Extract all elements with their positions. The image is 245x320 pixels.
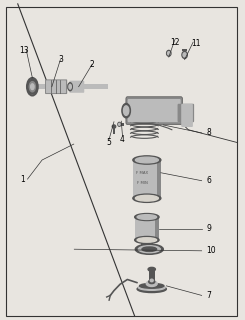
Text: 12: 12 (170, 38, 180, 47)
Text: 1: 1 (20, 175, 25, 184)
FancyBboxPatch shape (128, 99, 181, 122)
Ellipse shape (112, 125, 116, 128)
Bar (135, 217, 159, 240)
Ellipse shape (135, 196, 158, 201)
Bar (149, 269, 155, 280)
Text: F MIN: F MIN (136, 181, 147, 185)
Text: F MAX: F MAX (136, 171, 148, 175)
Bar (141, 240, 153, 248)
Ellipse shape (135, 157, 158, 163)
Ellipse shape (167, 50, 171, 56)
Ellipse shape (133, 194, 161, 202)
Bar (182, 49, 187, 51)
Ellipse shape (31, 84, 34, 90)
Text: 11: 11 (191, 39, 200, 48)
Ellipse shape (137, 285, 166, 292)
Bar (157, 160, 161, 198)
Ellipse shape (148, 268, 155, 271)
Ellipse shape (29, 82, 36, 92)
Ellipse shape (146, 281, 157, 286)
FancyBboxPatch shape (45, 79, 67, 94)
FancyBboxPatch shape (46, 80, 66, 93)
Bar (30, 84, 108, 89)
Ellipse shape (122, 103, 130, 118)
Text: 9: 9 (207, 224, 211, 233)
Bar (113, 126, 115, 133)
Ellipse shape (135, 213, 159, 220)
Text: 10: 10 (207, 246, 216, 255)
Bar (133, 160, 161, 198)
Ellipse shape (118, 123, 121, 126)
Bar (118, 123, 124, 125)
FancyBboxPatch shape (181, 104, 193, 127)
Ellipse shape (119, 123, 120, 125)
Text: 5: 5 (107, 138, 111, 147)
Ellipse shape (68, 83, 72, 91)
Ellipse shape (182, 51, 187, 58)
Ellipse shape (135, 236, 159, 244)
Text: 2: 2 (90, 60, 94, 69)
Ellipse shape (28, 79, 37, 94)
Text: 3: 3 (58, 55, 63, 64)
FancyBboxPatch shape (126, 97, 183, 124)
Text: 6: 6 (207, 176, 211, 185)
Ellipse shape (137, 215, 157, 220)
Ellipse shape (123, 106, 129, 116)
Ellipse shape (138, 284, 165, 290)
Ellipse shape (135, 244, 163, 254)
Ellipse shape (168, 52, 170, 55)
Ellipse shape (149, 280, 155, 284)
Ellipse shape (142, 247, 157, 252)
FancyBboxPatch shape (178, 104, 194, 122)
Ellipse shape (150, 279, 153, 282)
Ellipse shape (138, 246, 160, 253)
Ellipse shape (133, 156, 161, 164)
Bar (155, 217, 159, 240)
Ellipse shape (69, 84, 71, 89)
Text: 13: 13 (19, 45, 29, 55)
Ellipse shape (140, 284, 164, 288)
Text: 8: 8 (207, 128, 211, 137)
Text: 4: 4 (120, 135, 125, 144)
Ellipse shape (183, 53, 186, 57)
FancyBboxPatch shape (69, 81, 84, 93)
Text: 7: 7 (207, 291, 211, 300)
Ellipse shape (137, 238, 157, 242)
